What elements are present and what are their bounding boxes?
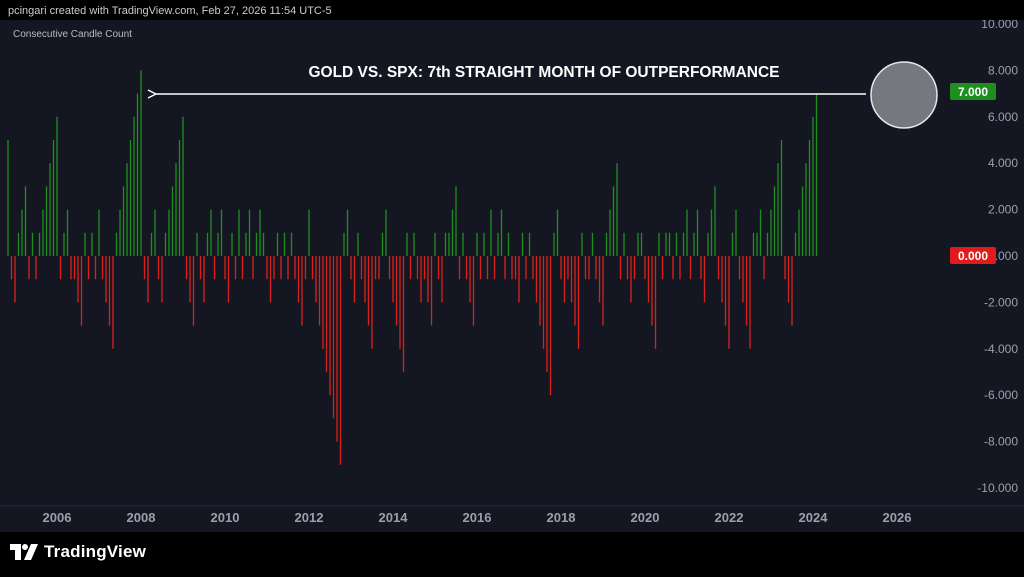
y-tick-label: -8.000 <box>984 435 1018 449</box>
indicator-label: Consecutive Candle Count <box>13 29 132 40</box>
top-bar: pcingari created with TradingView.com, F… <box>0 0 1024 22</box>
x-axis: 2006 2008 2010 2012 2014 2016 2018 2020 2022 2024… <box>43 510 912 525</box>
bottom-bar: TradingView <box>0 532 1024 577</box>
brand-name: TradingView <box>44 542 147 561</box>
x-tick-label: 2026 <box>883 510 912 525</box>
y-axis: 10.0008.0006.0004.0002.0000.000-2.000-4.… <box>977 20 1018 495</box>
y-tick-label: 6.000 <box>988 110 1018 124</box>
y-tick-label: 4.000 <box>988 156 1018 170</box>
y-tick-label: -4.000 <box>984 342 1018 356</box>
x-tick-label: 2008 <box>127 510 156 525</box>
x-tick-label: 2022 <box>715 510 744 525</box>
zero-value-label: 0.000 <box>958 249 988 263</box>
y-tick-label: -6.000 <box>984 388 1018 402</box>
x-tick-label: 2014 <box>379 510 409 525</box>
y-tick-label: -10.000 <box>977 481 1018 495</box>
x-tick-label: 2010 <box>211 510 240 525</box>
zero-value-badge <box>950 247 996 264</box>
x-tick-label: 2024 <box>799 510 829 525</box>
y-tick-label: 10.000 <box>981 20 1018 31</box>
bar-series <box>7 70 818 465</box>
x-tick-label: 2006 <box>43 510 72 525</box>
highlight-circle <box>870 61 938 129</box>
x-tick-label: 2012 <box>295 510 324 525</box>
x-tick-label: 2018 <box>547 510 576 525</box>
y-tick-label: 8.000 <box>988 63 1018 77</box>
x-tick-label: 2016 <box>463 510 492 525</box>
chart-panel: Consecutive Candle Count 10.000 8.000 6.00… <box>0 20 1024 532</box>
tradingview-logo[interactable]: TradingView <box>10 542 146 562</box>
annotation-text: GOLD VS. SPX: 7th STRAIGHT MONTH OF OUTP… <box>308 64 779 81</box>
y-tick-label: 2.000 <box>988 203 1018 217</box>
x-tick-label: 2020 <box>631 510 660 525</box>
indicator-chart[interactable]: Consecutive Candle Count 10.000 8.000 6.00… <box>0 20 1024 532</box>
created-by-text: pcingari created with TradingView.com, F… <box>8 5 332 17</box>
last-value-badge <box>950 83 996 100</box>
last-value-label: 7.000 <box>958 85 988 99</box>
tradingview-logo-icon <box>10 544 38 560</box>
y-tick-label: -2.000 <box>984 295 1018 309</box>
